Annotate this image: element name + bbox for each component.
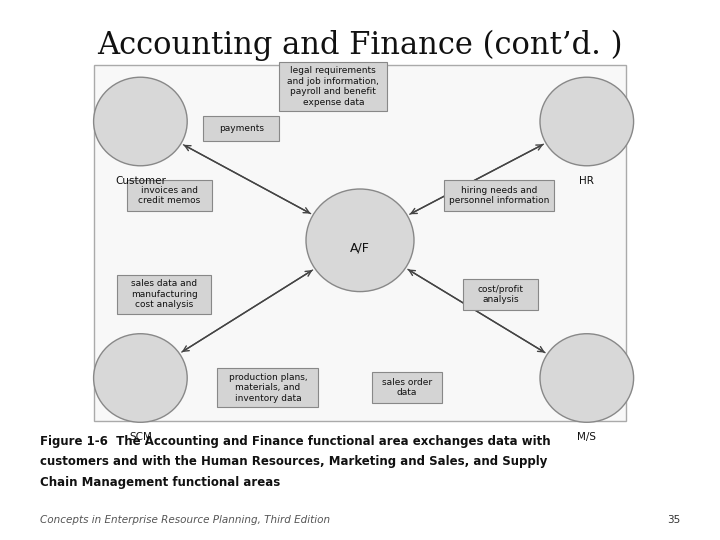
Ellipse shape [540, 77, 634, 166]
FancyBboxPatch shape [462, 279, 538, 310]
Text: cost/profit
analysis: cost/profit analysis [477, 285, 523, 304]
Ellipse shape [94, 77, 187, 166]
Text: sales data and
manufacturing
cost analysis: sales data and manufacturing cost analys… [131, 279, 197, 309]
Text: 35: 35 [667, 515, 680, 525]
Text: sales order
data: sales order data [382, 378, 432, 397]
Text: Customer: Customer [115, 176, 166, 186]
FancyBboxPatch shape [94, 65, 626, 421]
Text: payments: payments [219, 124, 264, 133]
Ellipse shape [94, 334, 187, 422]
Ellipse shape [306, 189, 414, 292]
Text: Chain Management functional areas: Chain Management functional areas [40, 476, 280, 489]
FancyBboxPatch shape [204, 116, 279, 141]
FancyBboxPatch shape [217, 368, 318, 407]
Text: Figure 1-6  The Accounting and Finance functional area exchanges data with: Figure 1-6 The Accounting and Finance fu… [40, 435, 550, 448]
Text: legal requirements
and job information,
payroll and benefit
expense data: legal requirements and job information, … [287, 66, 379, 106]
FancyBboxPatch shape [279, 62, 387, 111]
Text: A/F: A/F [350, 242, 370, 255]
Text: SCM: SCM [129, 432, 152, 442]
FancyBboxPatch shape [444, 180, 554, 211]
Text: Accounting and Finance (cont’d. ): Accounting and Finance (cont’d. ) [97, 30, 623, 61]
Text: invoices and
credit memos: invoices and credit memos [138, 186, 200, 205]
FancyBboxPatch shape [372, 372, 442, 403]
Text: hiring needs and
personnel information: hiring needs and personnel information [449, 186, 549, 205]
Text: Concepts in Enterprise Resource Planning, Third Edition: Concepts in Enterprise Resource Planning… [40, 515, 330, 525]
FancyBboxPatch shape [117, 275, 211, 314]
Text: production plans,
materials, and
inventory data: production plans, materials, and invento… [228, 373, 307, 403]
Text: customers and with the Human Resources, Marketing and Sales, and Supply: customers and with the Human Resources, … [40, 455, 547, 468]
Text: M/S: M/S [577, 432, 596, 442]
Ellipse shape [540, 334, 634, 422]
FancyBboxPatch shape [127, 180, 212, 211]
Text: HR: HR [580, 176, 594, 186]
